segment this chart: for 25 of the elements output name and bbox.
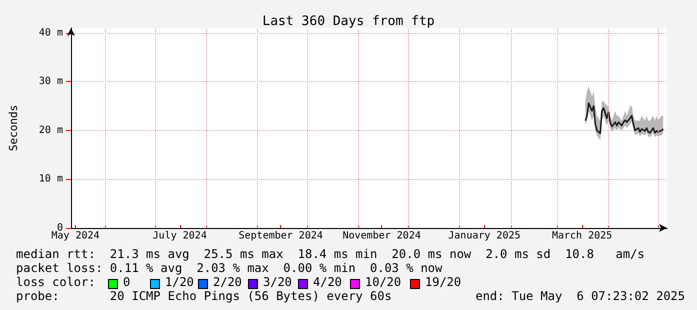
x-tick-label: March 2025 — [552, 230, 612, 242]
text: packet loss: 0.11 % avg 2.03 % max 0.00 % min 0.03 % now — [16, 261, 444, 275]
text: 2/20 — [213, 275, 242, 289]
y-axis-title: Seconds — [7, 104, 20, 152]
x-tick-label: May 2024 — [51, 230, 100, 242]
y-tick-label: 40 m — [38, 27, 63, 38]
chart-title: Last 360 Days from ftp — [262, 14, 435, 29]
y-tick-label: 30 m — [38, 76, 63, 88]
line-series — [584, 102, 664, 134]
y-tick-label: 20 m — [38, 124, 63, 136]
text: 4/20 — [313, 275, 342, 289]
text: 0 — [123, 275, 130, 289]
x-tick-label: January 2025 — [448, 230, 521, 242]
x-tick-label: November 2024 — [342, 230, 421, 242]
text: probe: 20 ICMP Echo Pings (56 Bytes) every 60s — [16, 289, 392, 303]
x-tick-label: July 2024 — [152, 230, 207, 242]
text: 19/20 — [425, 275, 462, 289]
text: median rtt: 21.3 ms avg 25.5 ms max 18.4 ms min 20.0 ms now 2.0 ms sd 10.8 am/s — [16, 247, 645, 261]
text: 1/20 — [165, 275, 194, 289]
text: 10/20 — [365, 275, 402, 289]
text: loss color: — [16, 275, 96, 289]
y-tick-label: 10 m — [38, 174, 63, 185]
text: 3/20 — [263, 275, 292, 289]
x-tick-label: September 2024 — [238, 230, 323, 242]
text: end: Tue May 6 07:23:02 2025 — [475, 289, 685, 303]
